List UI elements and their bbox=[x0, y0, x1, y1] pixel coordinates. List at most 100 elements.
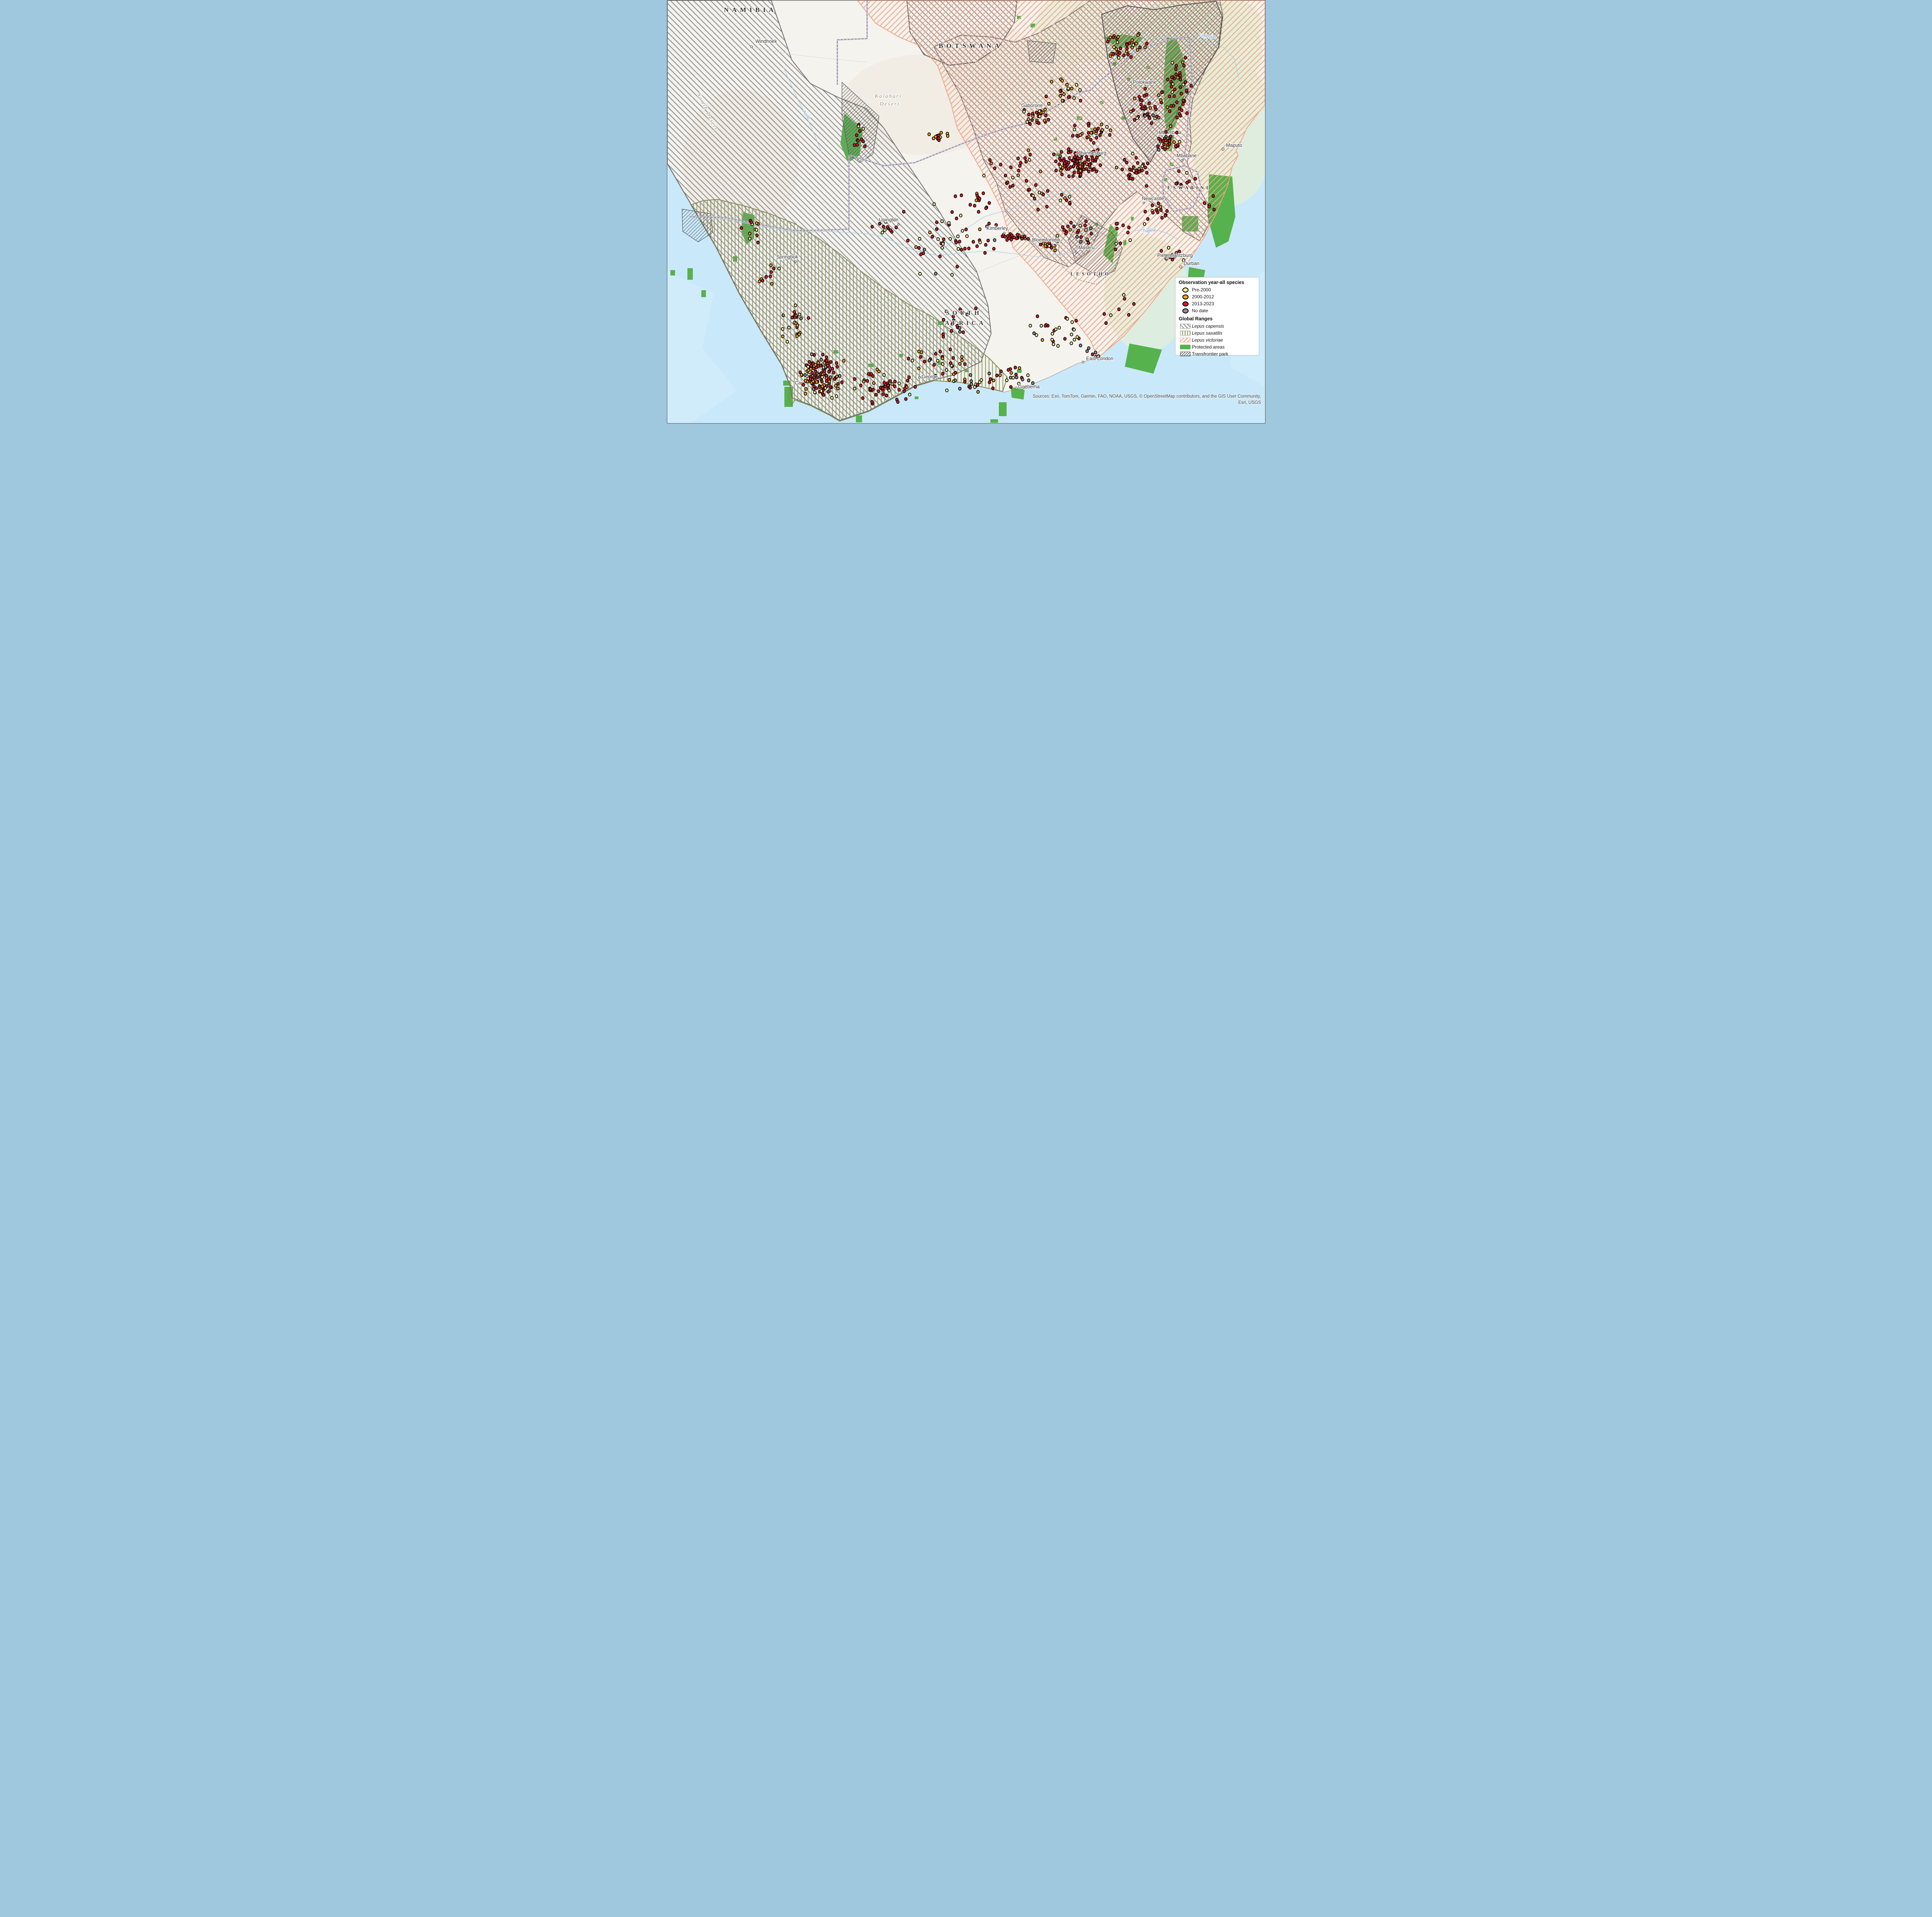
observation-dot-red[interactable] bbox=[823, 369, 826, 374]
observation-dot-red[interactable] bbox=[1009, 165, 1012, 169]
observation-dot-orange[interactable] bbox=[1063, 196, 1066, 200]
observation-dot-gray[interactable] bbox=[1085, 349, 1089, 353]
observation-dot-yellow[interactable] bbox=[1017, 381, 1020, 386]
observation-dot-red[interactable] bbox=[1072, 170, 1076, 175]
observation-dot-red[interactable] bbox=[955, 323, 959, 328]
observation-dot-red[interactable] bbox=[1073, 123, 1077, 128]
observation-dot-red[interactable] bbox=[1084, 167, 1088, 171]
observation-dot-orange[interactable] bbox=[1038, 169, 1042, 173]
observation-dot-red[interactable] bbox=[814, 386, 818, 390]
observation-dot-red[interactable] bbox=[768, 274, 772, 278]
observation-dot-orange[interactable] bbox=[992, 378, 995, 383]
observation-dot-orange[interactable] bbox=[1016, 173, 1020, 177]
observation-dot-red[interactable] bbox=[1111, 35, 1115, 39]
observation-dot-orange[interactable] bbox=[1059, 168, 1063, 173]
observation-dot-yellow[interactable] bbox=[1058, 198, 1062, 202]
observation-dot-yellow[interactable] bbox=[940, 246, 944, 250]
observation-dot-gray[interactable] bbox=[969, 382, 973, 386]
observation-dot-yellow[interactable] bbox=[1038, 114, 1041, 118]
observation-dot-yellow[interactable] bbox=[1068, 195, 1071, 199]
observation-dot-red[interactable] bbox=[893, 218, 897, 222]
observation-dot-red[interactable] bbox=[806, 316, 810, 320]
observation-dot-yellow[interactable] bbox=[1072, 128, 1076, 131]
observation-dot-red[interactable] bbox=[1104, 321, 1108, 325]
observation-dot-red[interactable] bbox=[1168, 94, 1171, 99]
observation-dot-red[interactable] bbox=[978, 197, 981, 201]
observation-dot-red[interactable] bbox=[861, 396, 864, 400]
observation-dot-red[interactable] bbox=[1071, 174, 1075, 178]
observation-dot-red[interactable] bbox=[1098, 163, 1102, 167]
observation-dot-red[interactable] bbox=[1122, 53, 1126, 58]
observation-dot-red[interactable] bbox=[1066, 147, 1070, 151]
observation-dot-gray[interactable] bbox=[958, 387, 961, 391]
observation-dot-red[interactable] bbox=[950, 322, 954, 326]
observation-dot-red[interactable] bbox=[1202, 201, 1206, 205]
observation-dot-red[interactable] bbox=[1046, 189, 1049, 193]
observation-dot-red[interactable] bbox=[1179, 92, 1183, 96]
observation-dot-red[interactable] bbox=[1131, 165, 1135, 169]
observation-dot-red[interactable] bbox=[1174, 67, 1177, 71]
observation-dot-orange[interactable] bbox=[813, 363, 817, 367]
observation-dot-orange[interactable] bbox=[1114, 165, 1118, 170]
observation-dot-red[interactable] bbox=[973, 204, 976, 208]
observation-dot-red[interactable] bbox=[1087, 158, 1090, 162]
observation-dot-orange[interactable] bbox=[803, 379, 807, 383]
observation-dot-orange[interactable] bbox=[1130, 38, 1134, 42]
observation-dot-yellow[interactable] bbox=[1037, 109, 1041, 113]
observation-dot-gray[interactable] bbox=[1094, 350, 1097, 354]
observation-dot-red[interactable] bbox=[856, 139, 860, 143]
observation-dot-orange[interactable] bbox=[1176, 76, 1179, 80]
observation-dot-yellow[interactable] bbox=[781, 327, 784, 331]
observation-dot-red[interactable] bbox=[1041, 192, 1045, 197]
observation-dot-red[interactable] bbox=[1036, 314, 1039, 318]
observation-dot-red[interactable] bbox=[871, 388, 875, 392]
observation-dot-red[interactable] bbox=[1115, 226, 1119, 231]
observation-dot-red[interactable] bbox=[1075, 150, 1079, 155]
observation-dot-red[interactable] bbox=[1082, 167, 1085, 172]
observation-dot-orange[interactable] bbox=[917, 366, 920, 371]
observation-dot-red[interactable] bbox=[1119, 46, 1122, 50]
observation-dot-red[interactable] bbox=[882, 381, 886, 385]
observation-dot-orange[interactable] bbox=[757, 279, 761, 283]
observation-dot-red[interactable] bbox=[1174, 64, 1178, 68]
observation-dot-red[interactable] bbox=[1052, 152, 1056, 156]
observation-dot-yellow[interactable] bbox=[1025, 120, 1029, 124]
observation-dot-red[interactable] bbox=[1174, 72, 1178, 77]
observation-dot-red[interactable] bbox=[808, 360, 811, 364]
observation-dot-yellow[interactable] bbox=[1026, 373, 1030, 377]
observation-dot-red[interactable] bbox=[1127, 225, 1131, 230]
observation-dot-red[interactable] bbox=[1043, 324, 1047, 328]
map-canvas[interactable]: Cape Town Gaborone Mbombela NAMIBIA BOTS… bbox=[667, 0, 1265, 423]
observation-dot-red[interactable] bbox=[859, 383, 862, 388]
observation-dot-red[interactable] bbox=[1061, 225, 1064, 229]
observation-dot-orange[interactable] bbox=[862, 379, 866, 384]
observation-dot-red[interactable] bbox=[1169, 85, 1173, 88]
observation-dot-yellow[interactable] bbox=[813, 390, 816, 395]
observation-dot-yellow[interactable] bbox=[1050, 332, 1054, 336]
observation-dot-gray[interactable] bbox=[958, 330, 961, 334]
observation-dot-red[interactable] bbox=[1165, 209, 1168, 213]
observation-dot-red[interactable] bbox=[1138, 46, 1141, 49]
observation-dot-red[interactable] bbox=[1150, 203, 1154, 208]
observation-dot-yellow[interactable] bbox=[785, 340, 789, 344]
observation-dot-yellow[interactable] bbox=[897, 381, 901, 386]
observation-dot-orange[interactable] bbox=[1043, 244, 1047, 248]
observation-dot-orange[interactable] bbox=[770, 282, 774, 286]
observation-dot-orange[interactable] bbox=[1058, 94, 1062, 98]
observation-dot-red[interactable] bbox=[953, 371, 957, 375]
observation-dot-red[interactable] bbox=[1147, 116, 1151, 120]
observation-dot-yellow[interactable] bbox=[1031, 194, 1035, 198]
observation-dot-red[interactable] bbox=[1098, 133, 1102, 137]
observation-dot-gray[interactable] bbox=[922, 248, 926, 252]
observation-dot-yellow[interactable] bbox=[820, 375, 824, 379]
observation-dot-gray[interactable] bbox=[1151, 113, 1155, 117]
observation-dot-orange[interactable] bbox=[872, 381, 876, 385]
observation-dot-red[interactable] bbox=[986, 238, 990, 243]
observation-dot-red[interactable] bbox=[764, 275, 768, 279]
observation-dot-orange[interactable] bbox=[842, 359, 845, 363]
observation-dot-red[interactable] bbox=[1090, 352, 1094, 356]
observation-dot-red[interactable] bbox=[888, 379, 892, 383]
observation-dot-red[interactable] bbox=[870, 400, 874, 404]
observation-dot-red[interactable] bbox=[881, 225, 885, 229]
observation-dot-red[interactable] bbox=[1069, 221, 1073, 225]
